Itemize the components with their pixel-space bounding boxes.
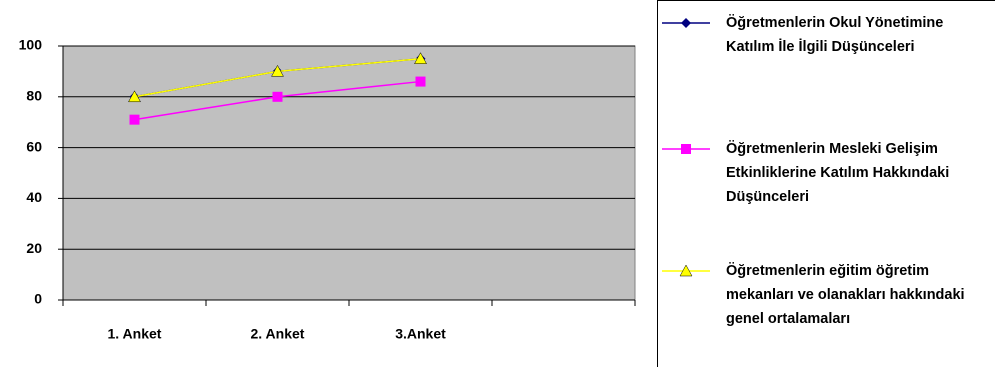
- legend-label: Öğretmenlerin eğitim öğretim mekanları v…: [726, 263, 965, 327]
- x-tick-label: 2. Anket: [251, 326, 305, 342]
- marker: [681, 144, 691, 154]
- marker: [679, 264, 693, 277]
- x-tick-label: 1. Anket: [108, 326, 162, 342]
- legend-swatch: [662, 18, 710, 28]
- x-tick-label: 3.Anket: [395, 326, 446, 342]
- marker: [415, 76, 426, 87]
- legend-label: Öğretmenlerin Mesleki Gelişim Etkinlikle…: [726, 141, 950, 205]
- legend: Öğretmenlerin Okul Yönetimine Katılım İl…: [657, 0, 995, 367]
- y-tick-label: 20: [26, 240, 42, 256]
- marker: [271, 64, 284, 77]
- legend-swatch: [662, 264, 710, 277]
- y-tick-label: 80: [26, 88, 42, 104]
- legend-swatch: [662, 144, 710, 154]
- y-tick-label: 40: [26, 189, 42, 205]
- y-tick-label: 60: [26, 138, 42, 154]
- y-tick-label: 0: [34, 291, 42, 307]
- marker: [129, 114, 140, 125]
- plot-area: [62, 45, 636, 301]
- marker: [272, 91, 283, 102]
- marker: [128, 90, 141, 103]
- y-tick-label: 100: [19, 37, 43, 53]
- marker: [414, 52, 427, 64]
- legend-label: Öğretmenlerin Okul Yönetimine Katılım İl…: [726, 15, 944, 55]
- marker: [681, 18, 691, 28]
